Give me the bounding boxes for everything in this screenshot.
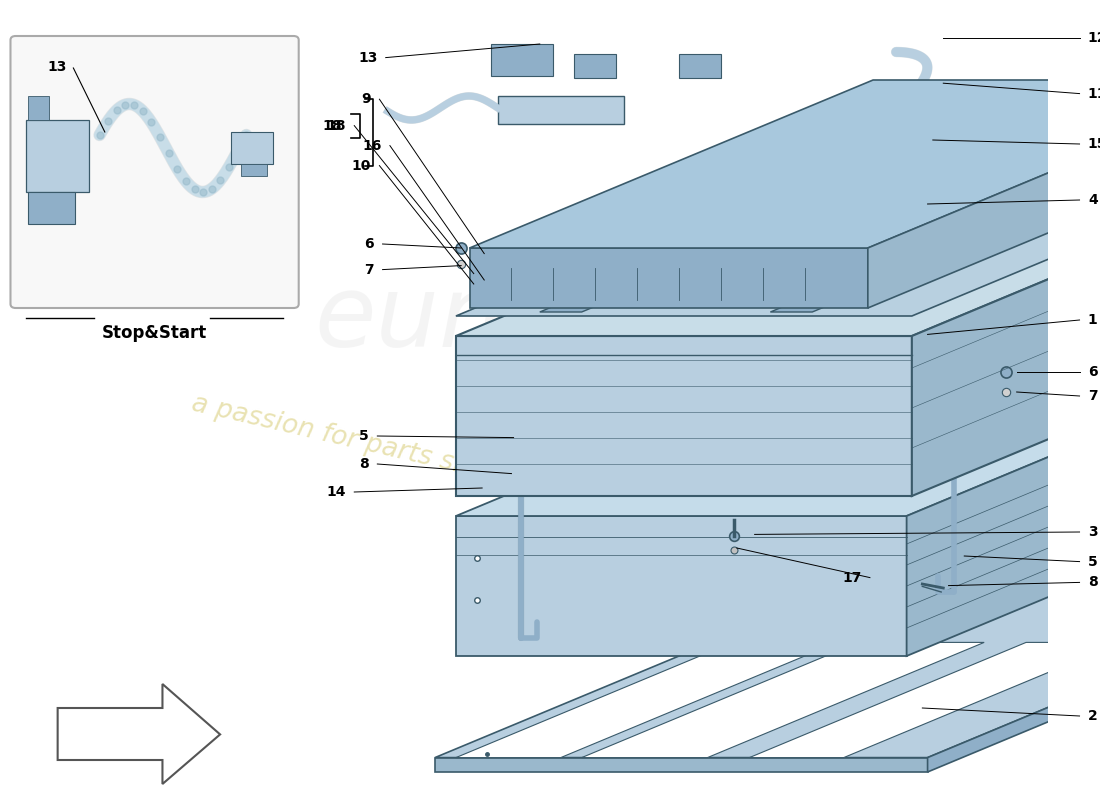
- Bar: [574, 54, 616, 78]
- Bar: [29, 96, 50, 120]
- Text: 12: 12: [1088, 30, 1100, 45]
- Polygon shape: [455, 168, 1100, 336]
- Text: 11: 11: [1088, 86, 1100, 101]
- Text: 3: 3: [1088, 525, 1098, 539]
- Text: europ: europ: [315, 271, 605, 369]
- Bar: [29, 192, 76, 224]
- Text: 16: 16: [362, 138, 382, 153]
- Text: 4: 4: [1088, 193, 1098, 207]
- Text: 6: 6: [364, 237, 374, 251]
- Polygon shape: [470, 80, 1100, 248]
- Polygon shape: [455, 336, 912, 496]
- Text: 15: 15: [1088, 137, 1100, 151]
- Polygon shape: [906, 348, 1100, 656]
- Text: 2: 2: [1088, 709, 1098, 723]
- Polygon shape: [455, 348, 1100, 516]
- Polygon shape: [582, 642, 984, 758]
- Polygon shape: [868, 80, 1100, 308]
- Text: 14: 14: [327, 485, 345, 499]
- Text: Stop&Start: Stop&Start: [102, 324, 207, 342]
- Text: 5: 5: [1088, 554, 1098, 569]
- Polygon shape: [540, 254, 720, 312]
- Text: 8: 8: [1088, 575, 1098, 590]
- Polygon shape: [434, 566, 1100, 758]
- Text: 13: 13: [358, 50, 377, 65]
- Text: a passion for parts since 1985: a passion for parts since 1985: [189, 390, 583, 506]
- Polygon shape: [455, 124, 1100, 316]
- Text: 17: 17: [843, 570, 861, 585]
- Bar: [491, 44, 553, 76]
- Polygon shape: [927, 566, 1100, 772]
- Text: 13: 13: [47, 60, 66, 74]
- Text: 1: 1: [1088, 313, 1098, 327]
- Text: 18: 18: [327, 118, 345, 133]
- Text: 7: 7: [1088, 389, 1098, 403]
- Text: 5: 5: [360, 429, 368, 443]
- Text: 18: 18: [322, 118, 342, 133]
- Bar: [241, 164, 267, 176]
- Text: 6: 6: [1088, 365, 1098, 379]
- Polygon shape: [470, 248, 868, 308]
- Bar: [498, 96, 624, 124]
- Text: 8: 8: [360, 457, 368, 471]
- Text: 7: 7: [364, 262, 374, 277]
- Polygon shape: [749, 642, 1100, 758]
- Polygon shape: [455, 516, 906, 656]
- Polygon shape: [912, 168, 1100, 496]
- FancyBboxPatch shape: [11, 36, 299, 308]
- Text: 10: 10: [352, 158, 371, 173]
- Polygon shape: [434, 758, 927, 772]
- Bar: [679, 54, 722, 78]
- Bar: [231, 132, 273, 164]
- Polygon shape: [455, 642, 837, 758]
- Bar: [26, 120, 89, 192]
- Polygon shape: [57, 684, 220, 784]
- Polygon shape: [770, 254, 950, 312]
- Text: 9: 9: [362, 92, 371, 106]
